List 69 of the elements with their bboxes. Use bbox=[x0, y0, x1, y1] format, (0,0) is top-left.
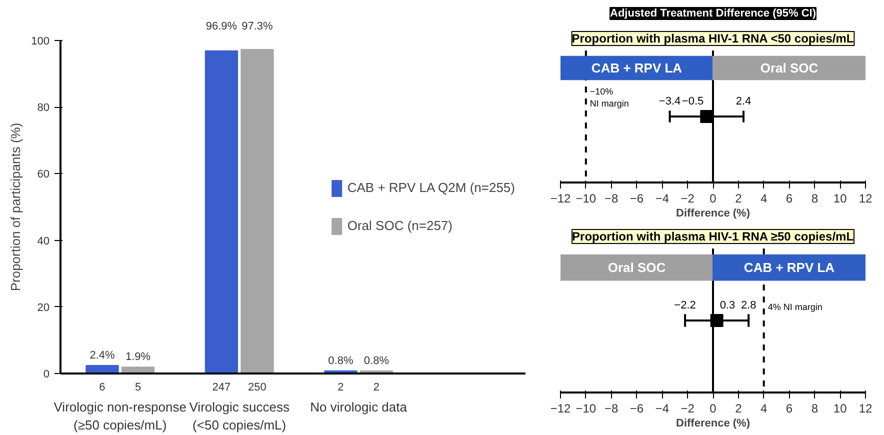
x-tick-label: −8 bbox=[604, 402, 618, 416]
chart-title: Proportion with plasma HIV-1 RNA ≥50 copies/mL bbox=[572, 230, 854, 244]
legend-label: CAB + RPV LA Q2M (n=255) bbox=[347, 180, 515, 195]
text: 2 bbox=[338, 382, 344, 394]
annotation: −3.4 bbox=[658, 96, 681, 108]
text: 6 bbox=[99, 382, 106, 394]
x-tick-label: 0 bbox=[710, 402, 717, 416]
data-label: 0.3 bbox=[720, 300, 736, 312]
x-tick-label: 0 bbox=[710, 192, 717, 206]
text: 247 bbox=[212, 382, 231, 394]
x-tick-label: −12 bbox=[550, 192, 572, 206]
y-tick-label: 60 bbox=[37, 168, 50, 181]
data-label: 96.9% bbox=[206, 20, 238, 32]
band-label: CAB + RPV LA bbox=[591, 60, 683, 76]
data-label: 0.8% bbox=[364, 354, 390, 367]
text: 2 bbox=[373, 382, 380, 394]
x-tick-label: −10 bbox=[576, 192, 596, 206]
x-tick-label: −4 bbox=[655, 402, 670, 416]
annotation: 2.4 bbox=[736, 96, 752, 108]
y-tick-label: 100 bbox=[31, 36, 50, 48]
x-tick-label: 4 bbox=[760, 402, 768, 416]
ref-line-label: −10% NI margin bbox=[590, 86, 629, 109]
data-label: 2.4% bbox=[90, 350, 115, 362]
band-label: CAB + RPV LA bbox=[744, 260, 836, 276]
y-tick-label: 80 bbox=[37, 102, 50, 114]
y-tick-label: 0 bbox=[43, 368, 50, 380]
x-tick-label: 6 bbox=[786, 192, 793, 206]
data-label: 1.9% bbox=[125, 351, 151, 364]
y-tick-label: 20 bbox=[37, 302, 50, 314]
x-axis-title: Difference (%) bbox=[676, 208, 750, 220]
x-tick-label: −10 bbox=[576, 402, 596, 416]
annotation: 2.8 bbox=[740, 300, 756, 312]
bar bbox=[240, 48, 274, 374]
legend-label: Oral SOC (n=257) bbox=[347, 218, 452, 233]
x-tick-label: Virologic non-response (≥50 copies/mL) bbox=[54, 400, 186, 432]
annotation: −2.2 bbox=[674, 300, 696, 312]
x-tick-label: 12 bbox=[858, 402, 872, 416]
x-tick-label: 2 bbox=[735, 402, 742, 416]
y-tick-label: 40 bbox=[37, 235, 50, 248]
data-label: −0.5 bbox=[682, 96, 704, 108]
x-tick-label: 12 bbox=[858, 192, 872, 206]
x-tick-label: 8 bbox=[811, 192, 818, 206]
text: 250 bbox=[248, 382, 266, 394]
x-axis-title: Difference (%) bbox=[676, 418, 750, 430]
band-label: Oral SOC bbox=[760, 60, 819, 76]
chart-subtitle: Proportion with plasma HIV-1 RNA <50 copies/mL bbox=[572, 32, 854, 46]
y-axis-title: Proportion of participants (%) bbox=[8, 122, 24, 292]
x-tick-label: 4 bbox=[760, 192, 768, 206]
band-label: Oral SOC bbox=[608, 260, 666, 276]
bar bbox=[204, 50, 238, 374]
chart-title: Adjusted Treatment Difference (95% CI) bbox=[610, 8, 816, 20]
x-tick-label: −6 bbox=[630, 192, 644, 206]
x-tick-label: 6 bbox=[786, 402, 793, 416]
data-label: 0.8% bbox=[328, 354, 354, 367]
x-tick-label: No virologic data bbox=[310, 400, 408, 414]
x-tick-label: −6 bbox=[630, 402, 644, 416]
x-tick-label: 8 bbox=[811, 402, 818, 416]
x-tick-label: −4 bbox=[655, 192, 670, 206]
x-tick-label: 2 bbox=[735, 192, 742, 206]
text: 5 bbox=[134, 382, 142, 394]
x-tick-label: 10 bbox=[833, 402, 848, 416]
x-tick-label: 10 bbox=[833, 192, 848, 206]
ref-line-label: 4% NI margin bbox=[768, 302, 822, 312]
x-tick-label: −2 bbox=[680, 402, 695, 416]
x-tick-label: Virologic success (<50 copies/mL) bbox=[189, 400, 290, 432]
x-tick-label: −12 bbox=[550, 402, 572, 416]
x-tick-label: −8 bbox=[604, 192, 618, 206]
data-label: 97.3% bbox=[242, 20, 274, 32]
x-tick-label: −2 bbox=[680, 192, 695, 206]
